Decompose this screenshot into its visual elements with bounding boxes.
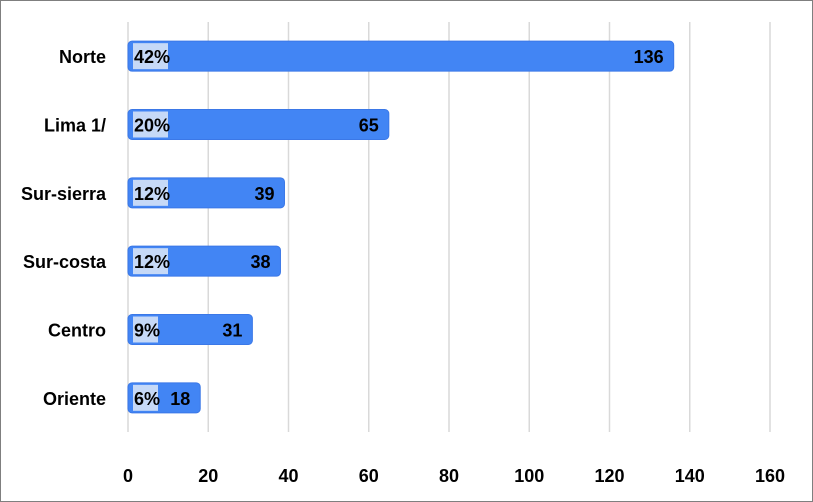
bar xyxy=(127,109,390,140)
category-label: Centro xyxy=(48,321,106,341)
percent-box xyxy=(133,179,168,206)
gridlines xyxy=(127,22,771,432)
percent-label: 12% xyxy=(134,252,170,272)
x-tick-label: 40 xyxy=(278,466,298,486)
percent-box xyxy=(133,43,168,70)
data-label: 38 xyxy=(250,252,270,272)
percent-label: 20% xyxy=(134,116,170,136)
bars: 42% 136 20% 65 12% 39 12% 38 9% 31 6% 18 xyxy=(127,40,675,414)
category-label: Norte xyxy=(59,47,106,67)
category-label: Oriente xyxy=(43,389,106,409)
data-label: 65 xyxy=(359,116,379,136)
x-tick-label: 20 xyxy=(198,466,218,486)
percent-label: 42% xyxy=(134,47,170,67)
bar xyxy=(127,40,675,72)
percent-label: 9% xyxy=(134,321,160,341)
category-label: Sur-costa xyxy=(23,252,107,272)
percent-box xyxy=(133,248,168,275)
category-label: Sur-sierra xyxy=(21,184,107,204)
x-tick-label: 120 xyxy=(594,466,624,486)
x-tick-label: 100 xyxy=(514,466,544,486)
data-label: 18 xyxy=(170,389,190,409)
x-axis-tick-labels: 0 20 40 60 80 100 120 140 160 xyxy=(123,466,785,486)
percent-box xyxy=(133,316,158,343)
percent-label: 12% xyxy=(134,184,170,204)
x-tick-label: 160 xyxy=(755,466,785,486)
bar xyxy=(127,314,253,345)
percent-label: 6% xyxy=(134,389,160,409)
data-label: 31 xyxy=(222,321,242,341)
percent-box xyxy=(133,384,158,411)
x-tick-label: 60 xyxy=(359,466,379,486)
percent-box xyxy=(133,111,168,138)
x-tick-label: 140 xyxy=(675,466,705,486)
data-label: 136 xyxy=(634,47,664,67)
category-labels: Norte Lima 1/Sur-sierra Sur-costa Centro Ori… xyxy=(21,47,107,409)
x-tick-label: 80 xyxy=(439,466,459,486)
data-label: 39 xyxy=(254,184,274,204)
x-tick-label: 0 xyxy=(123,466,133,486)
category-label: Lima 1/ xyxy=(44,116,106,136)
